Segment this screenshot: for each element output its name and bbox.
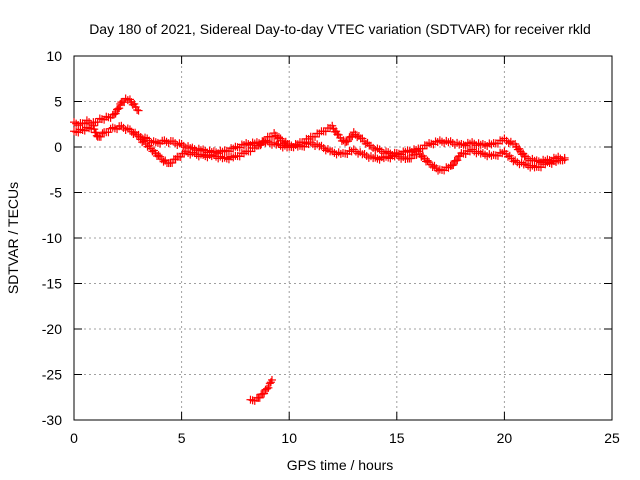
data-point-marker — [375, 145, 384, 154]
grid-lines — [74, 56, 612, 420]
data-point-marker — [262, 384, 271, 393]
y-tick-label: -20 — [42, 321, 62, 337]
x-tick-label: 15 — [389, 430, 405, 446]
data-point-marker — [159, 157, 168, 166]
data-point-marker — [98, 129, 107, 138]
data-point-marker — [222, 154, 231, 163]
data-point-marker — [503, 152, 512, 161]
data-point-marker — [91, 128, 100, 137]
data-point-marker — [261, 136, 270, 145]
series-track-upper — [70, 94, 143, 130]
data-point-marker — [89, 121, 98, 130]
data-point-marker — [428, 163, 437, 172]
data-point-marker — [229, 153, 238, 162]
data-point-marker — [129, 130, 138, 139]
data-point-marker — [509, 157, 518, 166]
x-axis-title: GPS time / hours — [287, 457, 394, 473]
data-point-marker — [449, 161, 458, 170]
chart-title: Day 180 of 2021, Sidereal Day-to-day VTE… — [89, 21, 591, 37]
data-point-marker — [423, 156, 432, 165]
data-point-marker — [446, 137, 455, 146]
data-point-marker — [108, 123, 117, 132]
data-point-marker — [151, 138, 160, 147]
y-tick-label: -10 — [42, 230, 62, 246]
data-point-marker — [220, 153, 229, 162]
data-point-marker — [133, 105, 142, 114]
series-track-lower — [70, 121, 569, 167]
data-point-marker — [407, 154, 416, 163]
data-point-marker — [168, 137, 177, 146]
x-tick-label: 25 — [604, 430, 620, 446]
data-point-marker — [104, 128, 113, 137]
data-point-marker — [485, 150, 494, 159]
data-point-marker — [392, 150, 401, 159]
data-point-marker — [176, 152, 185, 161]
data-point-marker — [403, 146, 412, 155]
axis-ticks — [73, 55, 613, 421]
data-point-marker — [511, 156, 520, 165]
data-point-marker — [143, 142, 152, 151]
data-point-marker — [453, 156, 462, 165]
data-point-marker — [119, 123, 128, 132]
data-point-marker — [280, 139, 289, 148]
x-tick-label: 10 — [281, 430, 297, 446]
data-point-marker — [173, 141, 182, 150]
data-point-marker — [453, 138, 462, 147]
series-track-outlier — [246, 375, 276, 405]
data-point-marker — [267, 375, 276, 384]
data-point-marker — [334, 148, 343, 157]
data-point-marker — [560, 153, 569, 162]
data-point-marker — [353, 133, 362, 142]
data-point-marker — [474, 139, 483, 148]
data-point-marker — [114, 104, 123, 113]
data-point-marker — [260, 389, 269, 398]
x-tick-label: 0 — [70, 430, 78, 446]
data-point-marker — [256, 141, 265, 150]
data-point-marker — [274, 133, 283, 142]
y-tick-label: -15 — [42, 276, 62, 292]
y-tick-label: -25 — [42, 367, 62, 383]
x-tick-label: 5 — [178, 430, 186, 446]
data-point-marker — [123, 96, 132, 105]
data-point-marker — [96, 132, 105, 141]
x-tick-label: 20 — [497, 430, 513, 446]
y-axis-title: SDTVAR / TECUs — [5, 182, 21, 294]
data-point-marker — [361, 139, 370, 148]
data-point-marker — [528, 161, 537, 170]
data-point-marker — [138, 138, 147, 147]
data-point-marker — [110, 110, 119, 119]
y-tick-label: 10 — [46, 48, 62, 64]
data-point-marker — [521, 160, 530, 168]
data-point-marker — [267, 132, 276, 141]
data-points — [70, 94, 569, 405]
data-point-marker — [360, 149, 369, 158]
data-point-marker — [459, 140, 468, 149]
axis-tick-labels: 0 5 10 15 20 25 -30 -25 -20 -15 -10 -5 0 5 10 — [42, 48, 620, 446]
data-point-marker — [120, 98, 129, 107]
data-point-marker — [134, 106, 143, 115]
data-point-marker — [115, 104, 124, 113]
y-tick-label: -5 — [50, 185, 63, 201]
y-tick-label: -30 — [42, 412, 62, 428]
data-point-marker — [344, 137, 353, 146]
y-tick-label: 5 — [54, 94, 62, 110]
data-point-marker — [264, 383, 273, 392]
data-point-marker — [168, 158, 177, 167]
data-point-marker — [154, 151, 163, 160]
data-point-marker — [412, 150, 421, 159]
y-tick-label: 0 — [54, 139, 62, 155]
data-point-marker — [111, 109, 120, 118]
series-track-dip — [134, 129, 569, 175]
